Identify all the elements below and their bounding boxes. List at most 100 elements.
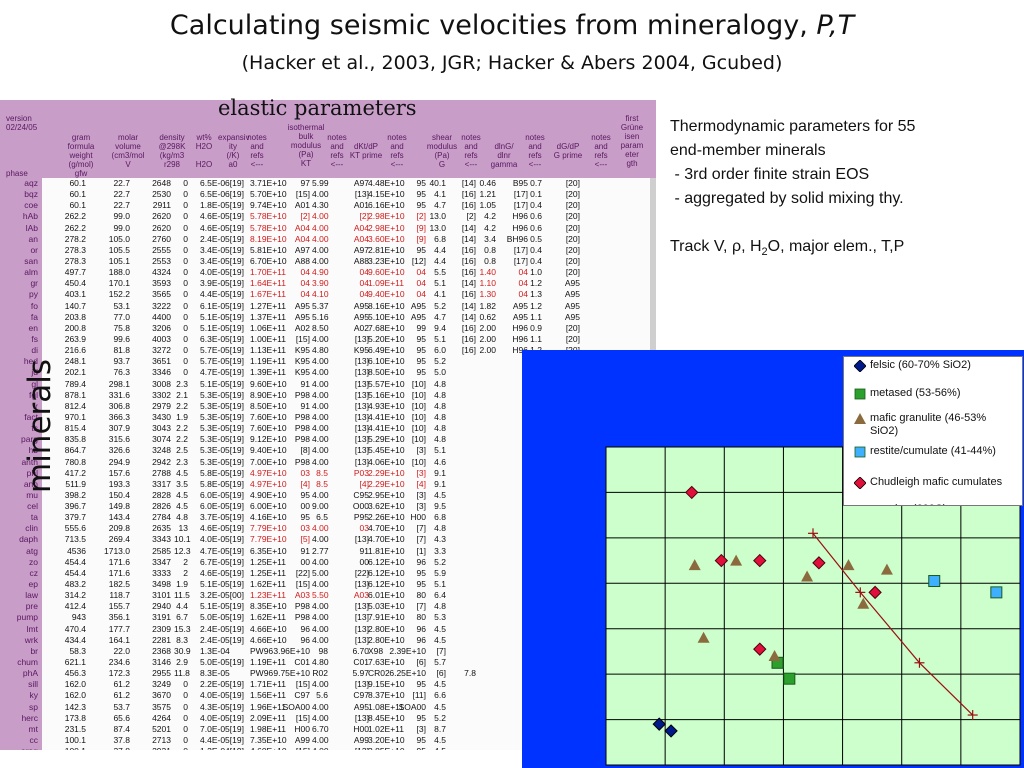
value-cell: 11.5 xyxy=(174,590,190,601)
mineral-row: mt 231.5 87.4 5201 0 7.0E-05[19] 1.98E+11 H00 6.… xyxy=(0,724,656,735)
value-cell: 5.9 xyxy=(434,567,446,578)
value-cell: 835.8 xyxy=(64,434,86,445)
value-cell: [20] xyxy=(565,178,580,188)
value-cell: C95 xyxy=(353,489,369,500)
value-cell: A95 xyxy=(512,311,528,322)
phase-cell: fs xyxy=(31,333,38,344)
value-cell: 140.7 xyxy=(64,300,86,311)
value-cell: 2911 xyxy=(152,200,171,211)
mineral-row: gl 789.4 298.1 3008 2.3 5.1E-05[19] 9.60E+10 91… xyxy=(0,379,656,390)
value-cell: 2942 xyxy=(152,456,171,467)
value-cell: 713.5 xyxy=(64,534,86,545)
value-cell: 0 xyxy=(183,244,188,255)
value-cell: 4324 xyxy=(152,267,171,278)
value-cell: P98 xyxy=(294,411,310,422)
legend-marker xyxy=(850,503,870,505)
phase-cell: phA xyxy=(22,668,38,679)
value-cell: 1.62E+11 xyxy=(250,612,287,623)
value-cell: 1.05 xyxy=(479,200,496,211)
value-cell: 4.5 xyxy=(434,701,446,712)
mineral-row: wrk 434.4 164.1 2281 8.3 2.4E-05[19] 4.66E+10 9… xyxy=(0,635,656,646)
value-cell: 81.8 xyxy=(113,345,130,356)
value-cell: 99.0 xyxy=(113,211,130,222)
value-cell: [13] xyxy=(354,579,369,590)
value-cell: [11] xyxy=(412,690,426,701)
value-cell: 4.5 xyxy=(434,679,446,690)
value-cell: 2555 xyxy=(152,244,171,255)
phase-cell: ts xyxy=(31,423,38,434)
value-cell: 4536 xyxy=(67,545,86,556)
value-cell: 2620 xyxy=(152,222,171,233)
value-cell: 0.62 xyxy=(479,311,496,322)
value-cell: [20] xyxy=(565,333,580,344)
value-cell: 7.79E+10 xyxy=(250,523,287,534)
value-cell: [20] xyxy=(565,255,580,266)
mineral-row: ky 162.0 61.2 3670 0 4.0E-05[19] 1.56E+11 C97 5.… xyxy=(0,690,656,701)
value-cell: 1.1 xyxy=(530,311,542,322)
value-cell: 9.00 xyxy=(312,501,329,512)
value-cell: 4.66E+10 xyxy=(250,634,287,645)
value-cell: 162.0 xyxy=(64,690,86,701)
value-cell: 4.0E-05[19] xyxy=(200,534,244,545)
value-cell: 0.1 xyxy=(530,189,542,200)
value-cell: 1.37E+11 xyxy=(250,311,287,322)
value-cell: 454.4 xyxy=(64,556,86,567)
value-cell: [13] xyxy=(354,378,369,389)
value-cell: 4.48E+10 xyxy=(368,178,405,188)
value-cell: 4264 xyxy=(152,712,171,723)
value-cell: 483.2 xyxy=(64,579,86,590)
mineral-row: ep 483.2 182.5 3498 1.9 5.1E-05[19] 1.62E+11 [1… xyxy=(0,579,656,590)
value-cell: 00 xyxy=(300,556,310,567)
value-cell: [15] xyxy=(295,189,310,200)
value-cell: 0.9 xyxy=(530,322,542,333)
value-cell: 3206 xyxy=(152,322,171,333)
phase-cell: cc xyxy=(29,735,39,745)
value-cell: [3] xyxy=(416,445,426,456)
value-cell: 95 xyxy=(300,489,310,500)
value-cell: 5.3E-05[19] xyxy=(200,456,244,467)
value-cell: 4.7 xyxy=(434,200,446,211)
value-cell: 2.5 xyxy=(176,445,188,456)
value-cell: 87.4 xyxy=(113,723,130,734)
value-cell: 4.00 xyxy=(312,701,329,712)
value-cell: 4.80 xyxy=(312,345,329,356)
mineral-row: zo 454.4 171.6 3347 2 6.7E-05[19] 1.25E+11 00 4.… xyxy=(0,557,656,568)
value-cell: 97 xyxy=(300,178,310,188)
phase-cell: arag xyxy=(4,746,38,750)
value-cell: 356.1 xyxy=(108,612,130,623)
value-cell: 173.8 xyxy=(64,712,86,723)
value-cell: 5.03E+10 xyxy=(368,601,405,612)
value-cell: [13] xyxy=(354,623,369,634)
title-italic: P,T xyxy=(816,10,855,41)
value-cell: 3.90 xyxy=(312,278,329,289)
value-cell: 8.3E-05 xyxy=(200,668,230,679)
value-cell: 7.60E+10 xyxy=(250,411,287,422)
value-cell: 262.2 xyxy=(64,222,86,233)
phase-cell: ep xyxy=(28,579,38,590)
value-cell: A01 xyxy=(294,200,310,211)
value-cell: 0.4 xyxy=(530,255,542,266)
value-cell: 04 xyxy=(300,278,310,289)
value-cell: [7] xyxy=(416,601,426,612)
legend-item: mafic granulite (46-53% SiO2) xyxy=(850,412,1015,438)
value-cell: 6.7E-05[19] xyxy=(200,556,244,567)
value-cell: 37.8 xyxy=(90,746,130,750)
value-cell: 2.3 xyxy=(176,378,188,389)
value-cell: 0 xyxy=(183,367,188,378)
legend-item: felsic (60-70% SiO2) xyxy=(850,359,1015,372)
value-cell: 9.5 xyxy=(434,501,446,512)
value-cell: A95 xyxy=(564,278,580,289)
value-cell: 294.9 xyxy=(108,456,130,467)
value-cell: 379.7 xyxy=(64,512,86,523)
value-cell: 1.81E+10 xyxy=(368,545,405,556)
value-cell: 7.8 xyxy=(464,668,476,679)
value-cell: 4.00 xyxy=(312,534,329,545)
data-point xyxy=(697,631,710,643)
phase-cell: anth xyxy=(21,456,38,467)
value-cell: 6.3E-05[19] xyxy=(200,333,244,344)
value-cell: 95 xyxy=(416,178,426,188)
value-cell: 621.1 xyxy=(64,657,86,668)
value-cell: [14] xyxy=(461,300,476,311)
value-cell: 182.5 xyxy=(108,579,130,590)
value-cell: [13] xyxy=(354,434,369,445)
